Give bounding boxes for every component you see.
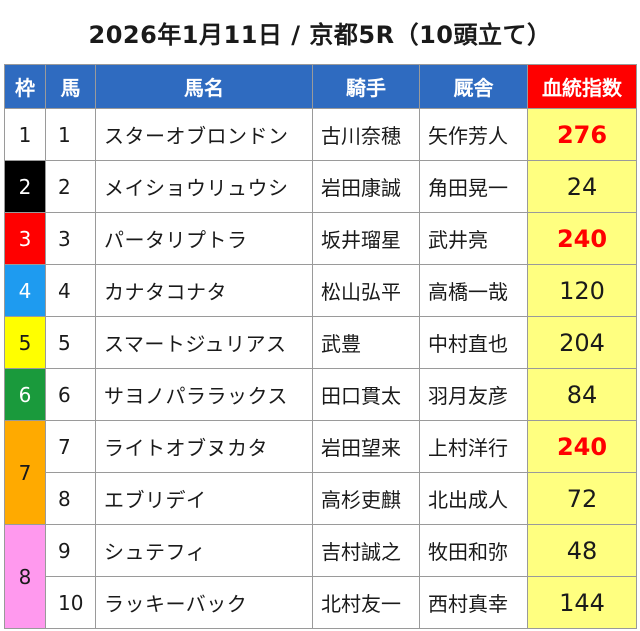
waku-cell: 7	[4, 420, 46, 525]
table-row: 4 4 カナタコナタ 松山弘平 高橋一哉 120	[4, 264, 637, 317]
waku-cell: 4	[4, 264, 46, 317]
index-cell: 72	[527, 472, 637, 525]
trainer-cell: 羽月友彦	[419, 368, 528, 421]
uma-cell: 9	[45, 524, 96, 577]
uma-cell: 10	[45, 576, 96, 629]
uma-cell: 8	[45, 472, 96, 525]
header-uma: 馬	[45, 64, 96, 109]
waku-cell: 8	[4, 524, 46, 629]
horse-name-cell: メイショウリュウシ	[95, 160, 313, 213]
waku-cell: 1	[4, 108, 46, 161]
table-row: 7 7 ライトオブヌカタ 岩田望来 上村洋行 240	[4, 420, 637, 525]
horse-name-cell: ラッキーバック	[95, 576, 313, 629]
horse-name-cell: シュテフィ	[95, 524, 313, 577]
table-row: 8 9 シュテフィ 吉村誠之 牧田和弥 48	[4, 524, 637, 629]
header-index: 血統指数	[527, 64, 637, 109]
index-cell: 240	[527, 420, 637, 473]
header-row: 枠 馬 馬名 騎手 厩舎 血統指数	[4, 64, 637, 109]
header-waku: 枠	[4, 64, 46, 109]
jockey-cell: 坂井瑠星	[312, 212, 420, 265]
trainer-cell: 角田晃一	[419, 160, 528, 213]
horse-name-cell: ライトオブヌカタ	[95, 420, 313, 473]
uma-cell: 5	[45, 316, 96, 369]
trainer-cell: 西村真幸	[419, 576, 528, 629]
header-trainer: 厩舎	[419, 64, 528, 109]
horse-name-cell: パータリプトラ	[95, 212, 313, 265]
waku-cell: 6	[4, 368, 46, 421]
uma-cell: 2	[45, 160, 96, 213]
waku-cell: 2	[4, 160, 46, 213]
horse-name-cell: カナタコナタ	[95, 264, 313, 317]
page-title: 2026年1月11日 / 京都5R（10頭立て）	[88, 21, 552, 49]
race-table: 枠 馬 馬名 騎手 厩舎 血統指数 1 1 スターオブロンドン 古川奈穂 矢作芳…	[4, 64, 637, 629]
jockey-cell: 岩田望来	[312, 420, 420, 473]
uma-cell: 1	[45, 108, 96, 161]
jockey-cell: 武豊	[312, 316, 420, 369]
index-cell: 84	[527, 368, 637, 421]
header-jockey: 騎手	[312, 64, 420, 109]
header-name: 馬名	[95, 64, 313, 109]
trainer-cell: 北出成人	[419, 472, 528, 525]
uma-cell: 3	[45, 212, 96, 265]
waku-cell: 3	[4, 212, 46, 265]
waku-cell: 5	[4, 316, 46, 369]
uma-cell: 6	[45, 368, 96, 421]
trainer-cell: 中村直也	[419, 316, 528, 369]
horse-name-cell: スターオブロンドン	[95, 108, 313, 161]
index-cell: 24	[527, 160, 637, 213]
jockey-cell: 古川奈穂	[312, 108, 420, 161]
jockey-cell: 田口貫太	[312, 368, 420, 421]
index-cell: 144	[527, 576, 637, 629]
jockey-cell: 吉村誠之	[312, 524, 420, 577]
jockey-cell: 岩田康誠	[312, 160, 420, 213]
jockey-cell: 高杉吏麒	[312, 472, 420, 525]
table-row: 2 2 メイショウリュウシ 岩田康誠 角田晃一 24	[4, 160, 637, 213]
index-cell: 276	[527, 108, 637, 161]
table-row: 3 3 パータリプトラ 坂井瑠星 武井亮 240	[4, 212, 637, 265]
index-cell: 120	[527, 264, 637, 317]
trainer-cell: 矢作芳人	[419, 108, 528, 161]
uma-cell: 7	[45, 420, 96, 473]
jockey-cell: 北村友一	[312, 576, 420, 629]
index-cell: 204	[527, 316, 637, 369]
table-row: 5 5 スマートジュリアス 武豊 中村直也 204	[4, 316, 637, 369]
uma-cell: 4	[45, 264, 96, 317]
table-row: 8 エブリデイ 高杉吏麒 北出成人 72	[5, 472, 637, 525]
trainer-cell: 上村洋行	[419, 420, 528, 473]
horse-name-cell: エブリデイ	[95, 472, 313, 525]
trainer-cell: 牧田和弥	[419, 524, 528, 577]
trainer-cell: 高橋一哉	[419, 264, 528, 317]
table-row: 6 6 サヨノパララックス 田口貫太 羽月友彦 84	[4, 368, 637, 421]
horse-name-cell: スマートジュリアス	[95, 316, 313, 369]
index-cell: 48	[527, 524, 637, 577]
table-row: 1 1 スターオブロンドン 古川奈穂 矢作芳人 276	[4, 108, 637, 161]
trainer-cell: 武井亮	[419, 212, 528, 265]
table-row: 10 ラッキーバック 北村友一 西村真幸 144	[5, 576, 637, 629]
index-cell: 240	[527, 212, 637, 265]
horse-name-cell: サヨノパララックス	[95, 368, 313, 421]
jockey-cell: 松山弘平	[312, 264, 420, 317]
